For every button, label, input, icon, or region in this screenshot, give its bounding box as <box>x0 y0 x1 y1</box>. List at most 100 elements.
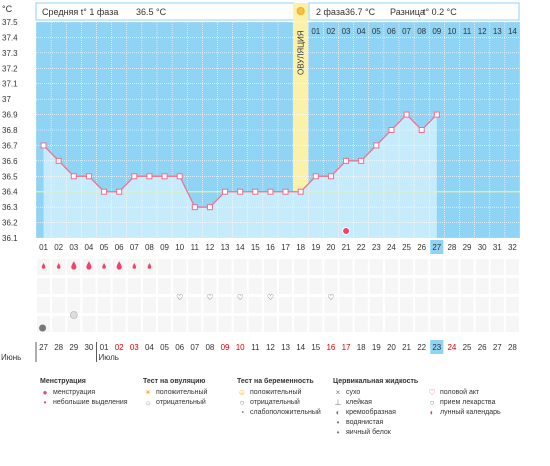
temperature-point <box>146 173 153 180</box>
cycle-day-label: 21 <box>342 243 351 252</box>
phase2-day-number: 13 <box>493 27 502 36</box>
moon-icon: ◐ <box>429 408 435 417</box>
marker-cell <box>475 316 489 332</box>
marker-cell <box>233 316 247 332</box>
marker-cell <box>37 297 51 313</box>
phase2-day-number: 09 <box>432 27 441 36</box>
marker-cell <box>324 316 338 332</box>
marker-cell <box>460 259 474 275</box>
marker-cell <box>112 316 126 332</box>
marker-cell <box>97 316 111 332</box>
calendar-date: 03 <box>130 343 139 352</box>
marker-cell <box>505 316 519 332</box>
smile-positive-icon: ☺ <box>237 388 247 397</box>
phase2-day-number: 14 <box>508 27 517 36</box>
diff-label: Разница <box>390 7 425 17</box>
legend-item-label: менструация <box>53 389 96 396</box>
y-tick-label: 36.1 <box>2 234 18 243</box>
marker-cell <box>384 278 398 294</box>
calendar-date: 15 <box>311 343 320 352</box>
marker-cell <box>82 297 96 313</box>
temperature-point <box>373 142 380 149</box>
marker-cell <box>203 278 217 294</box>
drop-big-icon <box>71 261 77 270</box>
cycle-day-label: 26 <box>417 243 426 252</box>
temperature-point <box>206 204 213 211</box>
marker-cell <box>475 259 489 275</box>
y-tick-label: 36.8 <box>2 126 18 135</box>
marker-cell <box>37 278 51 294</box>
marker-cell <box>158 278 172 294</box>
calendar-date: 01 <box>100 343 109 352</box>
phase2-label: 2 фаза <box>316 7 345 17</box>
dry-icon: × <box>335 388 341 397</box>
legend-item: ☼ отрицательный <box>143 398 207 408</box>
temperature-point <box>403 111 410 118</box>
cycle-day-label: 29 <box>463 243 472 252</box>
legend-item: ☀ положительный <box>143 388 207 398</box>
phase2-day-number: 07 <box>402 27 411 36</box>
calendar-date: 12 <box>266 343 275 352</box>
plot-area: 36.1 36.2 36.3 36.4 36.5 36.6 36.7 36.8 36.9 37 37… <box>2 3 521 243</box>
y-tick-label: 37.4 <box>2 33 18 42</box>
temperature-point <box>176 173 183 180</box>
marker-cell <box>505 259 519 275</box>
ovulation-label: ОВУЛЯЦИЯ <box>297 30 306 75</box>
cycle-day-label: 04 <box>84 243 93 252</box>
temperature-point <box>418 127 425 133</box>
temperature-point <box>297 188 304 195</box>
drop-small-icon <box>102 263 106 269</box>
marker-cell <box>309 278 323 294</box>
calendar-date: 20 <box>387 343 396 352</box>
calendar-date: 28 <box>54 343 63 352</box>
calendar-date: 05 <box>160 343 169 352</box>
chart-header: °C Средняя t° 1 фаза 36.5 °C 2 фаза 36.7… <box>2 2 520 21</box>
calendar-date: 06 <box>175 343 184 352</box>
legend-column: Тест на овуляцию ☀ положительный ☼ отрицател… <box>143 378 207 408</box>
marker-cell <box>354 278 368 294</box>
cycle-day-label: 15 <box>251 243 260 252</box>
marker-cell <box>158 259 172 275</box>
calendar-date: 30 <box>84 343 93 352</box>
calendar-date: 08 <box>205 343 214 352</box>
cycle-day-label: 19 <box>311 243 320 252</box>
legend-item-label: водянистая <box>346 419 384 426</box>
marker-cell <box>324 297 338 313</box>
marker-cell <box>67 316 81 332</box>
marker-cell <box>127 297 141 313</box>
marker-cell <box>173 316 187 332</box>
phase2-day-number: 03 <box>342 27 351 36</box>
marker-cell <box>415 297 429 313</box>
marker-cell <box>67 278 81 294</box>
marker-cell <box>279 297 293 313</box>
phase2-day-number: 08 <box>417 27 426 36</box>
marker-cell <box>218 278 232 294</box>
phase2-box <box>308 2 520 21</box>
legend-title <box>427 378 501 385</box>
cycle-day-label: 02 <box>54 243 63 252</box>
marker-cell <box>309 297 323 313</box>
cycle-day-label: 08 <box>145 243 154 252</box>
marker-cell <box>173 278 187 294</box>
cycle-day-label: 01 <box>39 243 48 252</box>
calendar-date: 04 <box>145 343 154 352</box>
marker-cell <box>279 316 293 332</box>
marker-cell <box>294 316 308 332</box>
pill-icon <box>69 311 78 319</box>
marker-cell <box>52 316 66 332</box>
cycle-day-label: 23 <box>372 243 381 252</box>
marker-cell <box>339 259 353 275</box>
temperature-point <box>343 157 350 164</box>
sun-icon <box>296 7 305 15</box>
diff-value: t° 0.2 °C <box>423 7 457 17</box>
temperature-point <box>161 173 168 180</box>
marker-cell <box>263 278 277 294</box>
heart-icon: ♡ <box>327 293 334 302</box>
marker-cell <box>248 278 262 294</box>
marker-cell <box>263 316 277 332</box>
marker-cell <box>339 297 353 313</box>
marker-cell <box>112 278 126 294</box>
marker-cell <box>203 316 217 332</box>
marker-cell <box>354 316 368 332</box>
heart-icon: ♡ <box>176 293 183 302</box>
